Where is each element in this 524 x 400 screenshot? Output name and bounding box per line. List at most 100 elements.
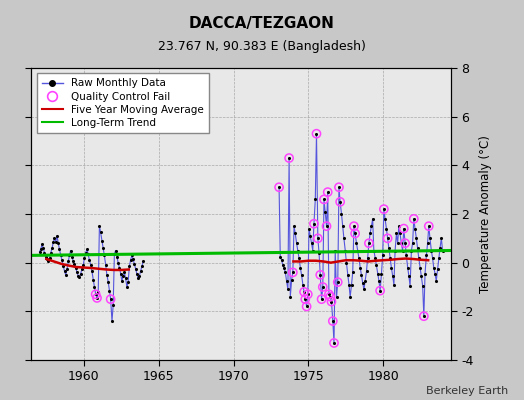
- Point: [66, 252, 74, 258]
- Text: 23.767 N, 90.383 E (Bangladesh): 23.767 N, 90.383 E (Bangladesh): [158, 40, 366, 53]
- Point: [431, 270, 439, 277]
- Point: [372, 262, 380, 268]
- Point: [75, 274, 84, 280]
- Point: [118, 278, 126, 284]
- Point: [339, 223, 347, 229]
- Point: [382, 226, 390, 232]
- Point: [277, 257, 286, 264]
- Point: [410, 216, 418, 222]
- Point: [104, 279, 113, 285]
- Point: [388, 273, 397, 279]
- Point: [424, 223, 433, 229]
- Point: [322, 223, 331, 229]
- Point: [407, 247, 416, 254]
- Point: [285, 155, 293, 161]
- Point: [380, 206, 388, 212]
- Point: [60, 268, 69, 274]
- Point: [318, 296, 326, 302]
- Point: [72, 264, 80, 271]
- Point: [355, 255, 363, 261]
- Point: [384, 235, 392, 242]
- Point: [286, 294, 294, 300]
- Point: [354, 247, 362, 254]
- Point: [57, 252, 65, 258]
- Point: [84, 251, 92, 257]
- Point: [85, 257, 94, 264]
- Point: [384, 235, 392, 242]
- Point: [37, 246, 45, 252]
- Point: [35, 248, 43, 255]
- Point: [305, 226, 313, 232]
- Point: [376, 288, 384, 294]
- Point: [340, 235, 348, 242]
- Point: [120, 269, 128, 276]
- Point: [90, 284, 99, 290]
- Point: [337, 211, 346, 217]
- Point: [334, 279, 342, 285]
- Point: [392, 230, 401, 237]
- Y-axis label: Temperature Anomaly (°C): Temperature Anomaly (°C): [479, 135, 492, 293]
- Point: [73, 269, 81, 276]
- Point: [360, 286, 368, 293]
- Point: [331, 247, 340, 254]
- Point: [93, 295, 101, 301]
- Point: [48, 245, 56, 251]
- Point: [275, 184, 283, 190]
- Point: [328, 298, 336, 305]
- Point: [378, 252, 387, 258]
- Point: [366, 230, 374, 237]
- Point: [108, 318, 116, 324]
- Point: [332, 294, 341, 300]
- Point: [296, 264, 304, 271]
- Point: [301, 296, 310, 302]
- Point: [380, 206, 388, 212]
- Point: [309, 247, 317, 254]
- Point: [371, 255, 379, 261]
- Point: [325, 291, 333, 298]
- Point: [345, 281, 353, 288]
- Point: [334, 279, 342, 285]
- Point: [115, 264, 124, 271]
- Point: [276, 253, 285, 260]
- Point: [283, 286, 292, 293]
- Point: [367, 223, 376, 229]
- Point: [335, 184, 343, 190]
- Point: [361, 278, 369, 284]
- Point: [61, 272, 70, 278]
- Point: [413, 245, 422, 251]
- Point: [124, 279, 133, 285]
- Point: [385, 245, 393, 251]
- Point: [408, 240, 417, 246]
- Point: [297, 272, 305, 278]
- Point: [416, 264, 424, 271]
- Point: [439, 247, 447, 254]
- Point: [365, 240, 373, 246]
- Point: [282, 278, 291, 284]
- Point: [351, 230, 359, 237]
- Point: [410, 216, 418, 222]
- Point: [424, 223, 433, 229]
- Point: [119, 273, 127, 279]
- Point: [295, 255, 303, 261]
- Point: [346, 294, 354, 300]
- Point: [374, 270, 382, 277]
- Point: [125, 263, 134, 270]
- Point: [106, 296, 115, 302]
- Point: [319, 284, 327, 290]
- Point: [116, 270, 125, 277]
- Text: DACCA/TEZGAON: DACCA/TEZGAON: [189, 16, 335, 31]
- Point: [81, 250, 90, 256]
- Point: [357, 272, 366, 278]
- Point: [67, 247, 75, 254]
- Point: [316, 272, 324, 278]
- Point: [352, 240, 361, 246]
- Point: [397, 240, 406, 246]
- Point: [39, 245, 48, 251]
- Point: [135, 273, 144, 279]
- Point: [300, 289, 308, 295]
- Point: [40, 250, 49, 256]
- Point: [70, 261, 79, 267]
- Point: [330, 340, 338, 346]
- Point: [64, 258, 72, 265]
- Point: [79, 262, 88, 268]
